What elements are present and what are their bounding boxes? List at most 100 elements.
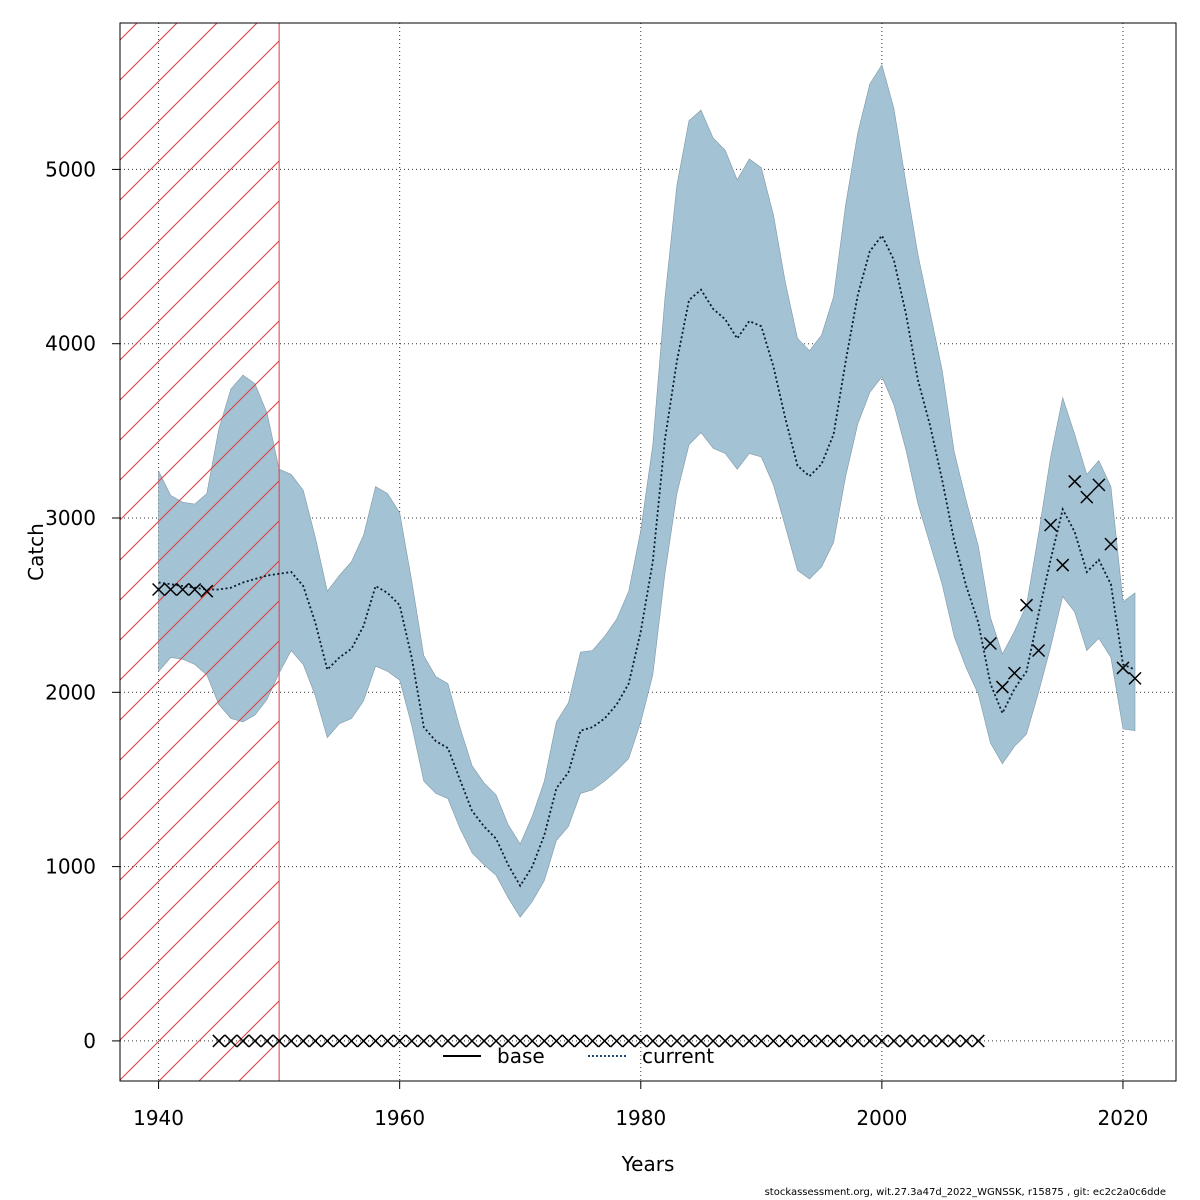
- observed-catch-marker: [983, 636, 997, 651]
- observed-catch-marker: [610, 1034, 624, 1048]
- observed-catch-marker: [730, 1034, 744, 1048]
- hatched-region: [120, 23, 280, 1081]
- observed-catch-marker: [718, 1034, 732, 1048]
- observed-catch-marker: [670, 1034, 684, 1048]
- observed-catch-marker: [501, 1034, 515, 1048]
- observed-catch-marker: [935, 1034, 949, 1048]
- observed-catch-marker: [1128, 671, 1142, 685]
- y-axis-title: Catch: [24, 523, 48, 581]
- observed-catch-marker: [176, 582, 190, 597]
- observed-catch-marker: [887, 1034, 901, 1048]
- observed-catch-marker: [1116, 661, 1130, 675]
- observed-catch-marker: [320, 1034, 334, 1048]
- observed-catch-marker: [489, 1034, 503, 1048]
- observed-catch-marker: [1007, 666, 1022, 680]
- observed-catch-marker: [561, 1034, 575, 1048]
- x-tick-label: 1980: [615, 1106, 666, 1130]
- observed-catch-marker: [911, 1034, 925, 1048]
- x-tick-label: 1940: [133, 1106, 184, 1130]
- observed-catch-marker: [742, 1034, 756, 1048]
- x-axis-title: Years: [621, 1152, 675, 1176]
- observed-catch-marker: [1044, 518, 1058, 532]
- observed-catch-marker: [356, 1034, 371, 1048]
- observed-catch-marker: [1056, 558, 1070, 572]
- y-tick-label: 1000: [45, 855, 96, 879]
- observed-catch-marker: [851, 1034, 865, 1048]
- observed-catch-marker: [827, 1034, 841, 1048]
- observed-catch-marker: [369, 1034, 383, 1048]
- x-tick-label: 1960: [374, 1106, 425, 1130]
- observed-catch-marker: [803, 1034, 817, 1048]
- observed-catch-marker: [778, 1034, 792, 1048]
- observed-catch-marker: [622, 1034, 636, 1048]
- observed-catch-marker: [995, 680, 1009, 694]
- observed-catch-marker: [971, 1034, 985, 1048]
- observed-catch-marker: [381, 1034, 395, 1048]
- observed-catch-marker: [188, 582, 202, 597]
- observed-catch-marker: [417, 1034, 431, 1048]
- observed-catch-marker: [164, 582, 178, 597]
- y-tick-label: 4000: [45, 332, 96, 356]
- observed-catch-marker: [260, 1034, 274, 1048]
- observed-catch-marker: [1032, 643, 1046, 658]
- observed-catch-marker: [634, 1034, 648, 1048]
- observed-catch-marker: [586, 1034, 600, 1048]
- observed-catch-marker: [1104, 537, 1118, 551]
- observed-catch-marker: [646, 1034, 660, 1048]
- footer-source: stockassessment.org, wit.27.3a47d_2022_W…: [764, 1187, 1166, 1198]
- observed-catch-marker: [429, 1034, 443, 1048]
- series-line-current: [158, 233, 1136, 888]
- observed-catch-marker: [296, 1034, 310, 1048]
- legend: base current: [443, 1044, 714, 1068]
- observed-catch-marker: [815, 1034, 829, 1048]
- observed-catch-marker: [863, 1034, 877, 1048]
- observed-catch-marker: [537, 1034, 551, 1048]
- observed-catch-marker: [284, 1034, 298, 1048]
- observed-catch-marker: [1068, 474, 1082, 488]
- plot-frame: [119, 22, 1177, 1082]
- observed-catch-marker: [152, 582, 166, 597]
- observed-catch-marker: [947, 1034, 961, 1048]
- observed-catch-marker: [393, 1034, 407, 1048]
- y-tick-label: 0: [83, 1029, 96, 1053]
- observed-catch-marker: [513, 1034, 527, 1048]
- observed-catch-marker: [224, 1034, 238, 1048]
- observed-catch-marker: [1019, 598, 1034, 612]
- observed-catch-marker: [236, 1034, 250, 1048]
- observed-catch-marker: [923, 1034, 937, 1048]
- observed-catch-marker: [212, 1034, 226, 1048]
- observed-catch-marker: [766, 1034, 780, 1048]
- observed-catch-marker: [899, 1034, 913, 1048]
- legend-label-current: current: [642, 1044, 714, 1068]
- x-axis: 1940 1960 1980 2000 2020: [133, 1081, 1148, 1130]
- observed-catch-marker: [248, 1034, 262, 1048]
- observed-catch-marker: [959, 1034, 973, 1048]
- observed-catch-marker: [453, 1034, 467, 1048]
- y-axis: 0 1000 2000 3000 4000 5000: [45, 157, 120, 1053]
- observed-catch-marker: [754, 1034, 768, 1048]
- observed-catch-marker: [200, 584, 214, 598]
- y-tick-label: 5000: [45, 157, 96, 181]
- observed-catch-marker: [465, 1034, 479, 1048]
- observed-catch-marker: [790, 1034, 805, 1048]
- observed-catch-marker: [441, 1034, 455, 1048]
- legend-label-base: base: [497, 1044, 545, 1068]
- observed-catch-marker: [332, 1034, 346, 1048]
- observed-catch-marker: [573, 1034, 588, 1048]
- observed-catch-points: [152, 474, 1142, 1048]
- observed-catch-marker: [706, 1034, 720, 1048]
- observed-catch-marker: [658, 1034, 672, 1048]
- observed-catch-marker: [525, 1034, 539, 1048]
- y-tick-label: 3000: [45, 506, 96, 530]
- observed-catch-marker: [308, 1034, 322, 1048]
- observed-catch-marker: [1092, 478, 1106, 492]
- observed-catch-marker: [272, 1034, 286, 1048]
- observed-catch-marker: [839, 1034, 853, 1048]
- x-tick-label: 2020: [1098, 1106, 1149, 1130]
- observed-catch-marker: [875, 1034, 889, 1048]
- observed-catch-marker: [1080, 490, 1094, 504]
- y-tick-label: 2000: [45, 680, 96, 704]
- observed-catch-marker: [405, 1034, 419, 1048]
- observed-catch-marker: [549, 1034, 563, 1048]
